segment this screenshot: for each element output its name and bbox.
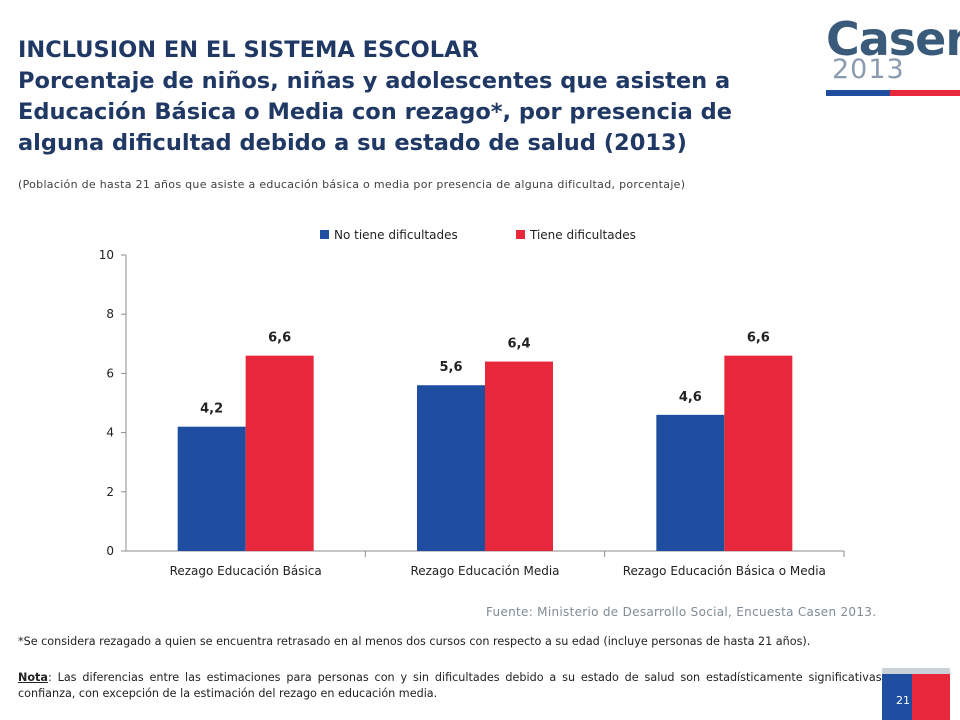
- bar-chart: 0 2 4 6 8 10 Rezago Educación Básica 4,2 6,6 Reza…: [99, 228, 845, 578]
- logo-bar-red: [890, 90, 960, 96]
- nota-text: : Las diferencias entre las estimaciones…: [18, 671, 948, 700]
- logo-bar-blue: [826, 90, 890, 96]
- title-block: INCLUSION EN EL SISTEMA ESCOLAR Porcenta…: [18, 34, 818, 159]
- data-label: 4,6: [679, 390, 702, 405]
- page-number: 21: [896, 694, 910, 707]
- bar: [177, 426, 246, 551]
- corner-blue-block: [882, 674, 912, 720]
- data-label: 5,6: [439, 360, 462, 375]
- source-text: Fuente: Ministerio de Desarrollo Social,…: [486, 605, 877, 619]
- nota: Nota: Las diferencias entre las estimaci…: [18, 670, 948, 702]
- y-tick-label: 0: [106, 544, 114, 558]
- footnote: *Se considera rezagado a quien se encuen…: [18, 635, 811, 648]
- chart-subtitle: (Población de hasta 21 años que asiste a…: [18, 178, 686, 191]
- data-label: 6,6: [747, 331, 770, 346]
- page-corner: 21: [882, 668, 950, 720]
- x-tick-label: Rezago Educación Básica: [170, 564, 322, 578]
- data-label: 6,4: [507, 337, 530, 352]
- logo-year: 2013: [832, 54, 905, 85]
- y-tick-label: 6: [106, 366, 114, 380]
- bar: [417, 385, 485, 551]
- corner-red-block: [912, 674, 950, 720]
- corner-top-bar: [882, 668, 950, 674]
- x-tick-label: Rezago Educación Media: [410, 564, 559, 578]
- x-tick-label: Rezago Educación Básica o Media: [623, 564, 826, 578]
- legend-swatch: [516, 230, 525, 239]
- bar: [656, 414, 725, 551]
- chart-title: Porcentaje de niños, niñas y adolescente…: [18, 68, 732, 156]
- data-label: 4,2: [200, 402, 223, 417]
- nota-label: Nota: [18, 671, 48, 684]
- bar: [724, 355, 793, 551]
- page-title: INCLUSION EN EL SISTEMA ESCOLAR: [18, 37, 479, 63]
- y-tick-label: 8: [106, 307, 114, 321]
- casen-logo: Casen 2013: [826, 12, 960, 100]
- data-label: 6,6: [268, 331, 291, 346]
- legend-label: Tiene dificultades: [529, 228, 636, 242]
- y-tick-label: 4: [106, 426, 114, 440]
- chart-container: 0 2 4 6 8 10 Rezago Educación Básica 4,2 6,6 Reza…: [60, 215, 860, 595]
- logo-word: Casen: [826, 12, 960, 66]
- y-tick-label: 10: [99, 248, 114, 262]
- bar: [485, 361, 553, 551]
- y-tick-label: 2: [106, 485, 114, 499]
- legend-label: No tiene dificultades: [334, 228, 458, 242]
- legend-swatch: [320, 230, 329, 239]
- bar: [245, 355, 314, 551]
